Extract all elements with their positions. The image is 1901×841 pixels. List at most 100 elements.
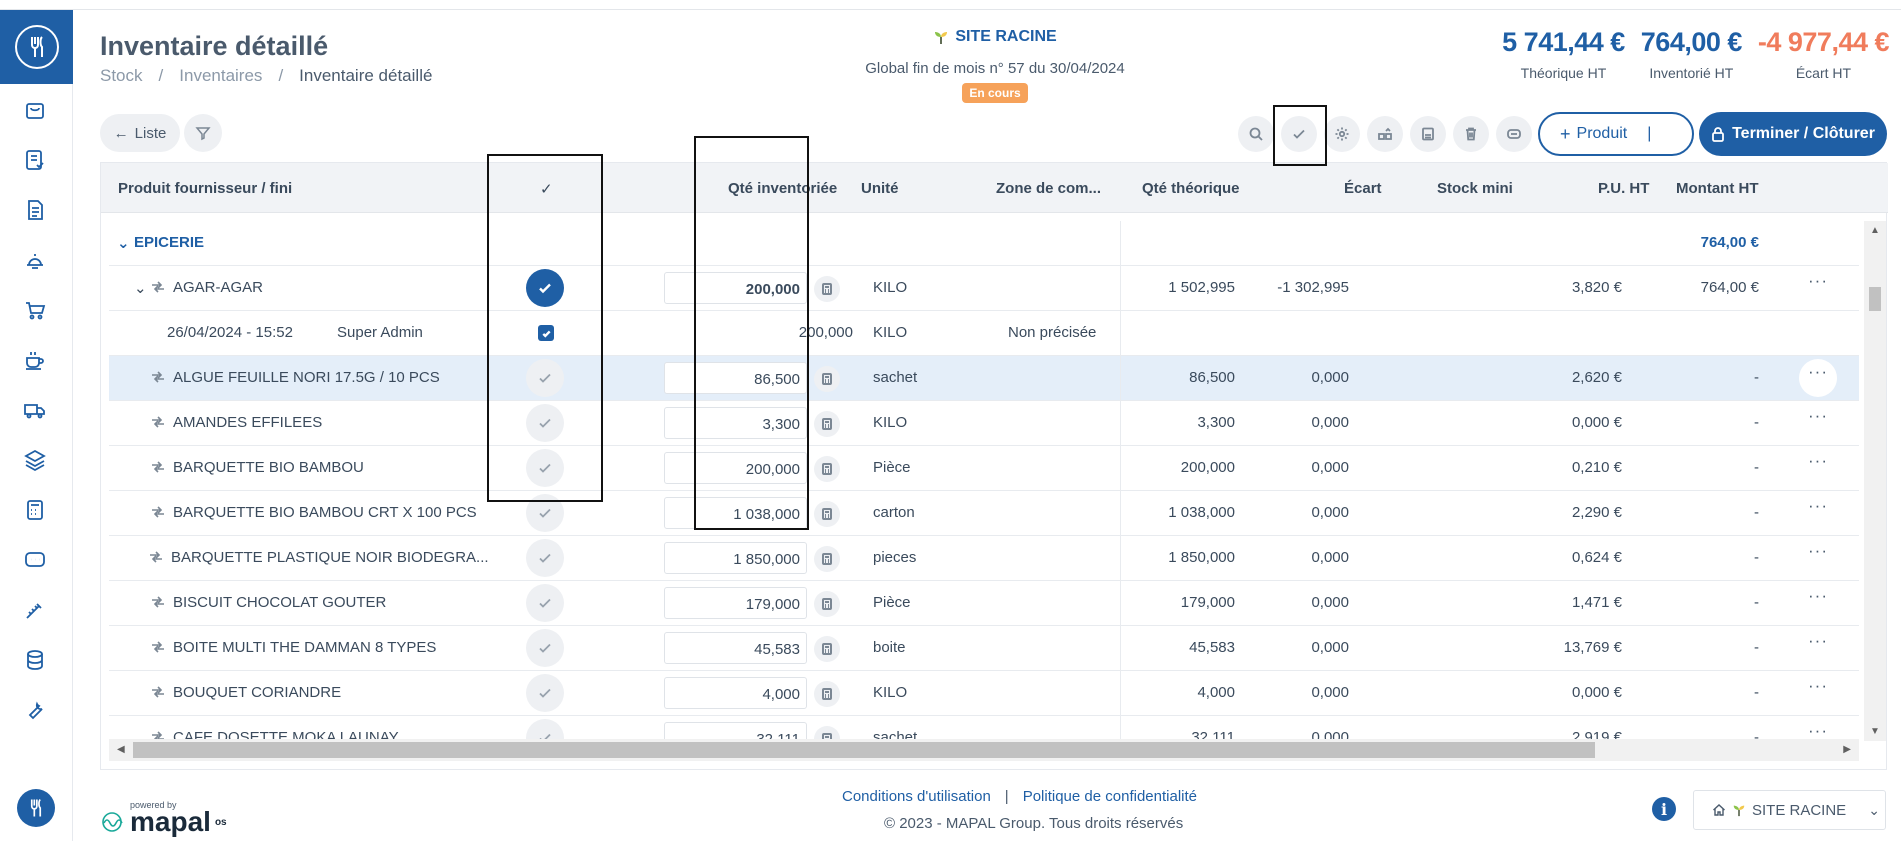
entry-checkbox[interactable]	[538, 325, 554, 341]
calculator-button[interactable]	[814, 546, 840, 572]
scroll-left-icon[interactable]: ◀	[117, 744, 125, 755]
col-unit[interactable]: Unité	[861, 180, 899, 197]
table-row[interactable]: BARQUETTE BIO BAMBOU 200,000 Pièce 200,0…	[109, 446, 1859, 491]
calculator-button[interactable]	[814, 636, 840, 662]
save-button[interactable]	[1410, 116, 1446, 152]
table-row[interactable]: CAFE DOSETTE MOKA LAUNAY 32,111 sachet 3…	[109, 716, 1859, 741]
truck-icon[interactable]	[20, 395, 50, 425]
delete-button[interactable]	[1453, 116, 1489, 152]
more-options-icon[interactable]: ···	[1808, 271, 1828, 290]
table-row[interactable]: ⌄ AGAR-AGAR 200,000 KILO 1 502,995 -1 30…	[109, 266, 1859, 311]
table-row[interactable]: BARQUETTE PLASTIQUE NOIR BIODEGRA... 1 8…	[109, 536, 1859, 581]
qty-input[interactable]: 179,000	[664, 587, 807, 619]
more-options-icon[interactable]: ···	[1799, 359, 1837, 397]
table-row[interactable]: ALGUE FEUILLE NORI 17.5G / 10 PCS 86,500…	[109, 356, 1859, 401]
organize-button[interactable]	[1367, 116, 1403, 152]
qty-input[interactable]: 200,000	[664, 452, 807, 484]
col-product[interactable]: Produit fournisseur / fini	[118, 180, 293, 197]
qty-input[interactable]: 3,300	[664, 407, 807, 439]
table-row[interactable]: BARQUETTE BIO BAMBOU CRT X 100 PCS 1 038…	[109, 491, 1859, 536]
cart-icon[interactable]	[20, 295, 50, 325]
col-amount[interactable]: Montant HT	[1676, 180, 1759, 197]
scroll-up-icon[interactable]: ▲	[1870, 225, 1880, 236]
row-check-button[interactable]	[526, 539, 564, 577]
search-button[interactable]	[1238, 116, 1274, 152]
chat-icon[interactable]	[20, 545, 50, 575]
table-row[interactable]: BOUQUET CORIANDRE 4,000 KILO 4,000 0,000…	[109, 671, 1859, 716]
row-check-button[interactable]	[526, 674, 564, 712]
horizontal-scroll-thumb[interactable]	[133, 742, 1595, 758]
breadcrumb-inventaires[interactable]: Inventaires	[179, 66, 263, 85]
qty-input[interactable]: 32,111	[664, 722, 807, 741]
info-icon[interactable]: i	[1652, 797, 1676, 821]
settings-button[interactable]	[1324, 116, 1360, 152]
more-options-icon[interactable]: ···	[1808, 631, 1828, 650]
validate-all-button[interactable]	[1281, 116, 1317, 152]
qty-input[interactable]: 1 850,000	[664, 542, 807, 574]
calculator-button[interactable]	[814, 276, 840, 302]
table-row[interactable]: BOITE MULTI THE DAMMAN 8 TYPES 45,583 bo…	[109, 626, 1859, 671]
site-select[interactable]: SITE RACINE ⌄	[1693, 790, 1886, 830]
chevron-down-icon[interactable]: ⌄	[134, 280, 147, 297]
scroll-down-icon[interactable]: ▼	[1870, 726, 1880, 737]
breadcrumb-stock[interactable]: Stock	[100, 66, 143, 85]
privacy-link[interactable]: Politique de confidentialité	[1022, 788, 1197, 805]
more-options-icon[interactable]: ···	[1808, 541, 1828, 560]
wrench-icon[interactable]	[20, 695, 50, 725]
document-icon[interactable]	[20, 195, 50, 225]
scroll-right-icon[interactable]: ▶	[1843, 744, 1851, 755]
row-check-button[interactable]	[526, 719, 564, 741]
qty-input[interactable]: 45,583	[664, 632, 807, 664]
row-check-button[interactable]	[526, 629, 564, 667]
vertical-scroll-thumb[interactable]	[1869, 287, 1881, 311]
col-gap[interactable]: Écart	[1344, 180, 1382, 197]
qty-input[interactable]: 200,000	[664, 272, 807, 304]
row-check-button[interactable]	[526, 359, 564, 397]
col-zone[interactable]: Zone de com...	[996, 180, 1102, 197]
col-check[interactable]: ✓	[540, 181, 553, 198]
table-row[interactable]: BISCUIT CHOCOLAT GOUTER 179,000 Pièce 17…	[109, 581, 1859, 626]
more-options-icon[interactable]: ···	[1808, 451, 1828, 470]
calculator-icon[interactable]	[20, 495, 50, 525]
col-qty-inventoried[interactable]: Qté inventoriée	[728, 180, 838, 197]
add-product-button[interactable]: + Produit |	[1538, 112, 1694, 156]
row-check-button[interactable]	[526, 449, 564, 487]
more-options-icon[interactable]: ···	[1808, 586, 1828, 605]
more-options-icon[interactable]: ···	[1808, 721, 1828, 740]
col-unit-price[interactable]: P.U. HT	[1598, 180, 1650, 197]
row-check-button[interactable]	[526, 269, 564, 307]
cloche-icon[interactable]	[20, 245, 50, 275]
filter-button[interactable]	[184, 114, 222, 152]
database-icon[interactable]	[20, 645, 50, 675]
more-options-icon[interactable]: ···	[1808, 676, 1828, 695]
col-qty-theoretical[interactable]: Qté théorique	[1142, 180, 1240, 197]
qty-input[interactable]: 4,000	[664, 677, 807, 709]
row-check-button[interactable]	[526, 404, 564, 442]
calculator-button[interactable]	[814, 456, 840, 482]
calculator-button[interactable]	[814, 591, 840, 617]
bag-icon[interactable]	[20, 95, 50, 125]
horizontal-scrollbar[interactable]: ◀ ▶	[109, 739, 1859, 761]
user-logo-icon[interactable]	[17, 789, 55, 827]
col-stock-min[interactable]: Stock mini	[1437, 180, 1513, 197]
thermometer-icon[interactable]	[20, 595, 50, 625]
calculator-button[interactable]	[814, 501, 840, 527]
calculator-button[interactable]	[814, 681, 840, 707]
calculator-button[interactable]	[814, 411, 840, 437]
checklist-icon[interactable]	[20, 145, 50, 175]
coffee-icon[interactable]	[20, 345, 50, 375]
close-inventory-button[interactable]: Terminer / Clôturer	[1699, 112, 1887, 156]
app-logo[interactable]	[0, 10, 73, 84]
qty-input[interactable]: 86,500	[664, 362, 807, 394]
qty-input[interactable]: 1 038,000	[664, 497, 807, 529]
category-row[interactable]: ⌄ EPICERIE 764,00 €	[109, 221, 1859, 266]
terms-link[interactable]: Conditions d'utilisation	[842, 788, 991, 805]
calculator-button[interactable]	[814, 366, 840, 392]
table-row[interactable]: AMANDES EFFILEES 3,300 KILO 3,300 0,000 …	[109, 401, 1859, 446]
comment-button[interactable]	[1496, 116, 1532, 152]
more-options-icon[interactable]: ···	[1808, 406, 1828, 425]
back-to-list-button[interactable]: ← Liste	[100, 114, 180, 152]
row-check-button[interactable]	[526, 584, 564, 622]
chevron-down-icon[interactable]: ⌄	[117, 235, 130, 252]
layers-icon[interactable]	[20, 445, 50, 475]
